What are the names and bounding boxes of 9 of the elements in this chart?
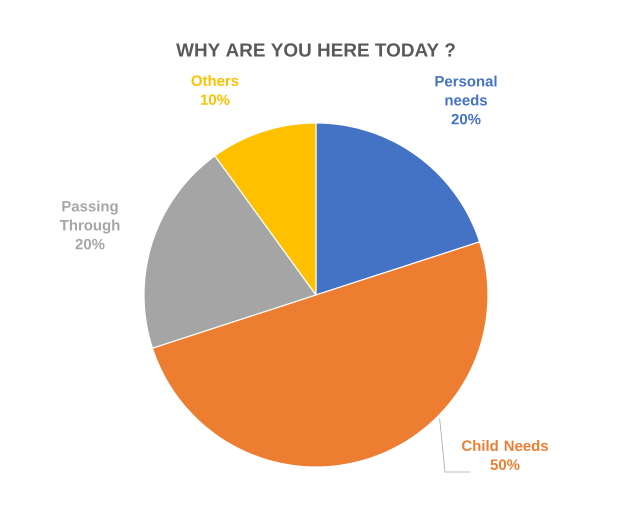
data-label: 10% bbox=[200, 94, 230, 105]
slice-label: Others bbox=[192, 75, 238, 86]
chart-title: WHY ARE YOU HERE TODAY ? bbox=[176, 43, 455, 57]
data-label: 20% bbox=[76, 238, 105, 250]
slice-label: Passing Through bbox=[60, 200, 120, 234]
slice-label: Child Needs bbox=[462, 440, 548, 452]
data-label: 20% bbox=[452, 114, 481, 124]
data-label: 50% bbox=[490, 459, 520, 470]
slice-label: Personal needs bbox=[435, 76, 497, 106]
